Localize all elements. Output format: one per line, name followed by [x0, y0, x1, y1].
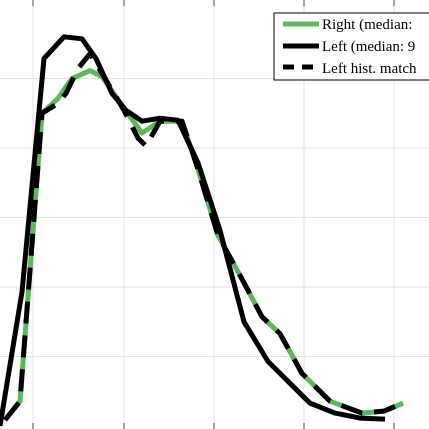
series-line-2 [3, 51, 404, 422]
axis-ticks [32, 0, 395, 429]
series-lines [0, 34, 404, 427]
legend-entry-right: Right (median: [322, 17, 412, 33]
legend-entry-left-hist-match: Left hist. match [322, 61, 417, 77]
series-line-1 [0, 34, 386, 427]
legend: Right (median: Left (median: 9 Left hist… [273, 12, 429, 81]
legend-entry-left: Left (median: 9 [322, 39, 415, 55]
